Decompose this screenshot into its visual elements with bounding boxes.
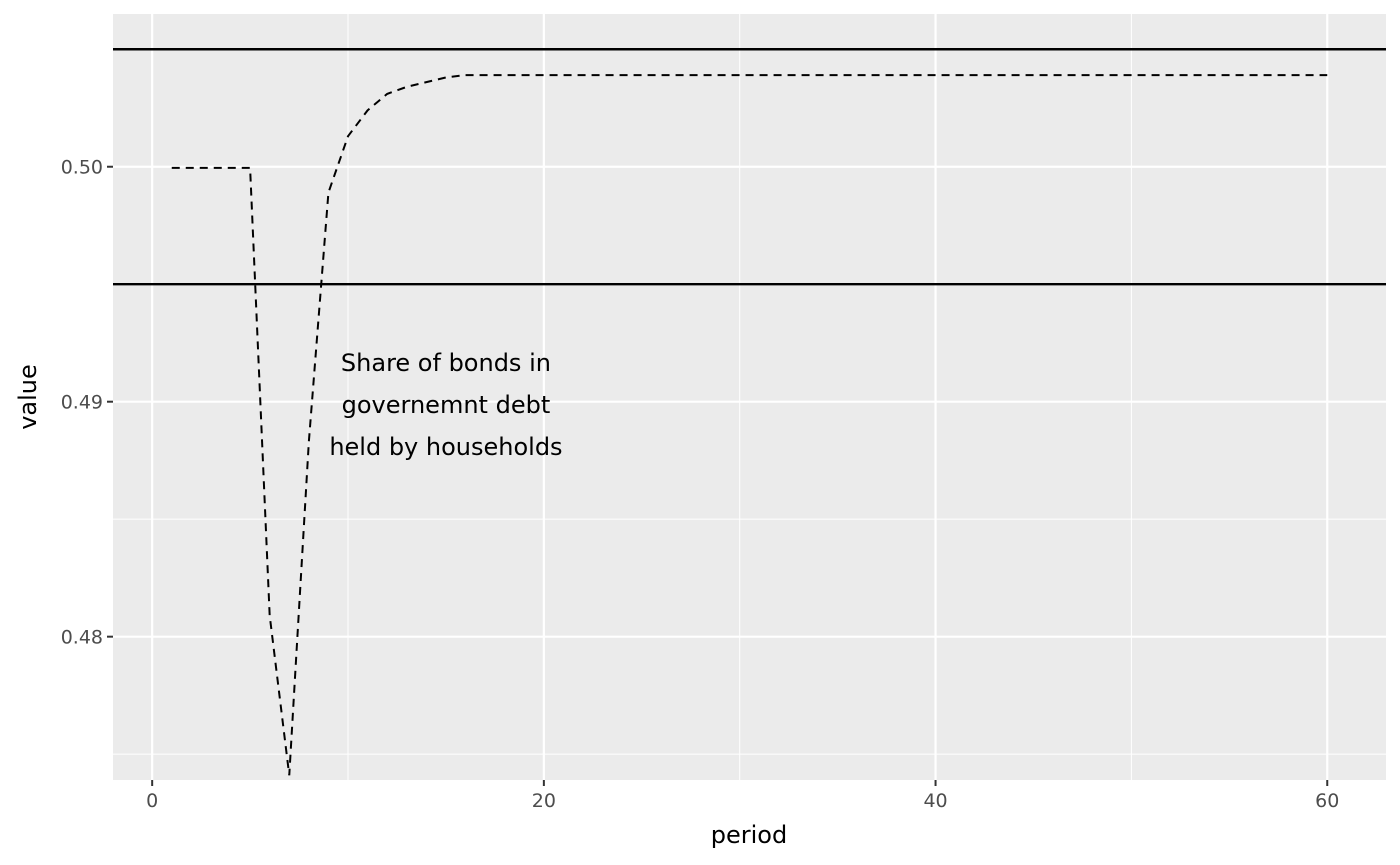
x-axis: 0 20 40 60 <box>146 780 1339 812</box>
y-tick-label: 0.49 <box>61 392 103 414</box>
annotation: Share of bonds in governemnt debt held b… <box>329 349 562 461</box>
y-tick-label: 0.48 <box>61 627 103 649</box>
x-tick-label: 0 <box>146 790 158 812</box>
y-axis-title: value <box>14 364 42 430</box>
annotation-line-2: governemnt debt <box>342 391 551 419</box>
x-tick-label: 40 <box>923 790 947 812</box>
grid-major <box>113 14 1386 780</box>
annotation-line-3: held by households <box>329 433 562 461</box>
plot-panel <box>113 14 1386 780</box>
annotation-line-1: Share of bonds in <box>341 349 551 377</box>
x-axis-title: period <box>711 821 787 849</box>
reference-lines <box>113 48 1386 286</box>
y-axis: 0.48 0.49 0.50 <box>61 157 113 649</box>
series-line <box>171 74 1328 776</box>
x-tick-label: 60 <box>1315 790 1339 812</box>
y-tick-label: 0.50 <box>61 157 103 179</box>
x-tick-label: 20 <box>532 790 556 812</box>
